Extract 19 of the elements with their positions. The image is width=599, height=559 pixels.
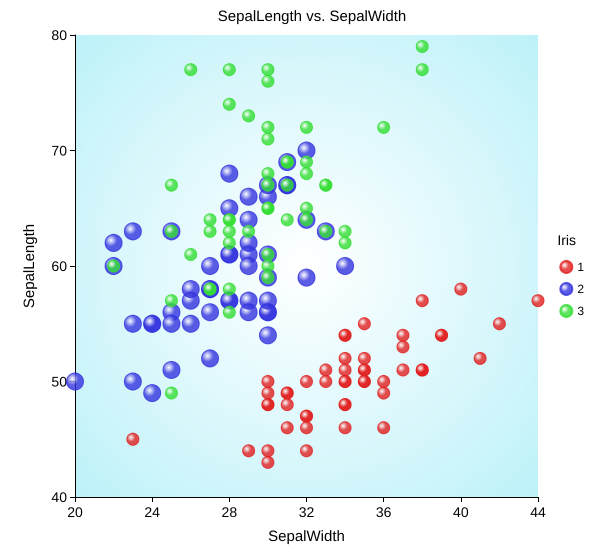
x-tick-label: 20	[67, 504, 83, 520]
x-tick-label: 44	[530, 504, 546, 520]
y-axis-title: SepalLength	[21, 224, 38, 308]
legend-label: 3	[577, 304, 584, 318]
chart-title: SepalLength vs. SepalWidth	[218, 8, 406, 25]
x-tick-label: 24	[144, 504, 160, 520]
legend-label: 1	[577, 260, 584, 274]
x-tick-label: 36	[376, 504, 392, 520]
y-tick-label: 70	[51, 142, 68, 158]
x-axis-title: SepalWidth	[268, 528, 345, 545]
legend-title: Iris	[557, 232, 576, 248]
x-tick-label: 32	[298, 504, 314, 520]
x-tick-label: 28	[222, 504, 238, 520]
x-tick-label: 40	[453, 504, 469, 520]
legend-label: 2	[577, 282, 584, 296]
y-tick-label: 40	[51, 489, 68, 505]
y-tick-label: 80	[51, 27, 68, 43]
y-tick-label: 60	[51, 258, 68, 274]
y-tick-label: 50	[51, 374, 68, 390]
